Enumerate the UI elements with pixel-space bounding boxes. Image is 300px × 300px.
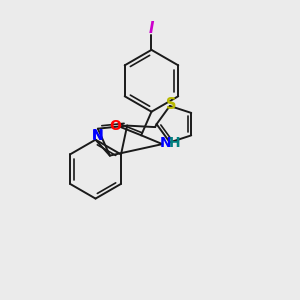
Text: N: N — [92, 128, 104, 142]
Text: S: S — [166, 97, 176, 112]
Text: O: O — [109, 118, 121, 133]
Text: N: N — [92, 129, 104, 143]
Text: H: H — [169, 136, 181, 150]
Text: N: N — [160, 136, 171, 150]
Text: I: I — [149, 21, 154, 36]
